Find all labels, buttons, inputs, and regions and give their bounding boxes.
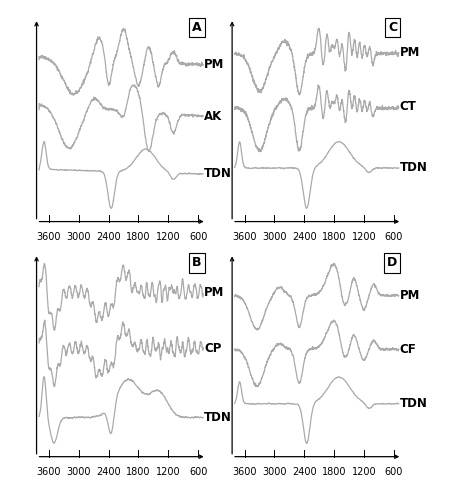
Text: PM: PM [204,58,224,71]
Text: TDN: TDN [400,398,428,410]
Text: AK: AK [204,110,223,124]
Text: PM: PM [400,46,420,60]
Text: C: C [388,22,397,35]
Text: TDN: TDN [400,162,428,174]
Text: TDN: TDN [204,411,232,424]
Text: A: A [192,22,202,35]
Text: D: D [387,256,397,270]
Text: CT: CT [400,100,416,113]
Text: TDN: TDN [204,168,232,180]
Text: CP: CP [204,342,222,355]
Text: CF: CF [400,343,416,356]
Text: PM: PM [204,286,224,299]
Text: PM: PM [400,289,420,302]
Text: B: B [192,256,202,270]
